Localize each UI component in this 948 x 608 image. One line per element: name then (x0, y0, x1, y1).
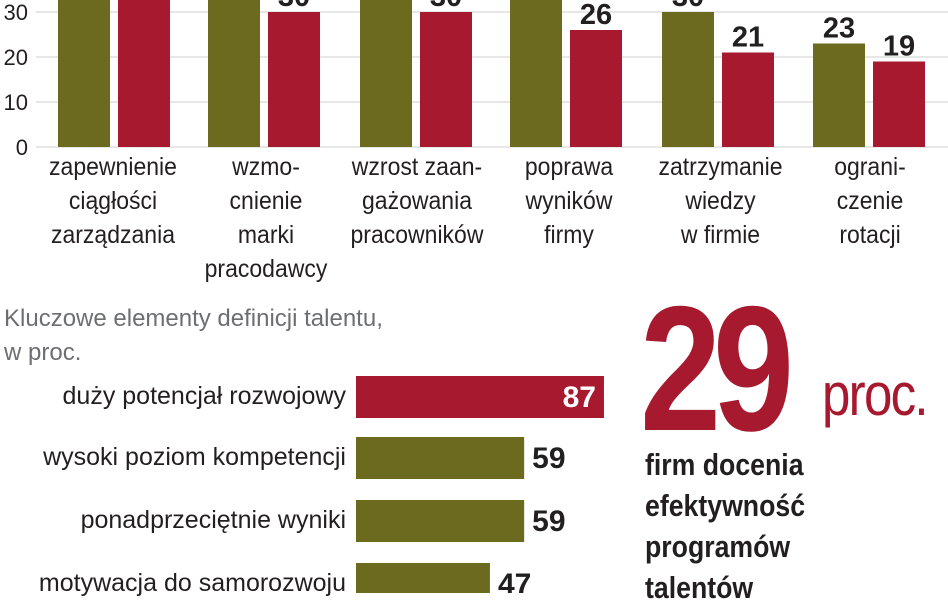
hbar-value-label: 87 (563, 381, 596, 414)
category-label: poprawa wyników firmy (524, 153, 614, 249)
category-label: zapewnienie ciągłości zarządzania (49, 153, 177, 249)
y-tick-label: 20 (4, 45, 28, 70)
bar-olive-5 (813, 43, 865, 147)
stat-caption: firm docenia efektywność programów talen… (645, 447, 806, 605)
bar-crimson-4 (722, 52, 774, 147)
bar-crimson-0 (118, 0, 170, 147)
hbar-category-label: ponadprzeciętnie wyniki (80, 506, 346, 534)
hbar-category-label: duży potencjał rozwojowy (62, 382, 346, 410)
hbar-3 (356, 563, 490, 593)
bar-olive-1 (208, 0, 260, 147)
category-label: wzmo- cnienie marki pracodawcy (204, 153, 328, 283)
stat-number: 29 (640, 269, 794, 468)
y-tick-label: 30 (4, 0, 28, 25)
category-label: wzrost zaan- gażowania pracowników (350, 153, 484, 249)
bar-olive-2 (360, 0, 412, 147)
y-tick-label: 10 (4, 90, 28, 115)
stat-unit: proc. (822, 361, 929, 428)
bar-olive-0 (58, 0, 110, 147)
bar-value-label: 23 (823, 13, 855, 45)
bar-crimson-1 (268, 12, 320, 147)
hbar-1 (356, 437, 525, 479)
bar-value-label: 30 (430, 0, 462, 13)
hbar-value-label: 59 (532, 505, 565, 538)
bar-value-label: 30 (672, 0, 704, 13)
bar-olive-4 (662, 12, 714, 147)
bar-value-label: 30 (278, 0, 310, 13)
bar-crimson-2 (420, 12, 472, 147)
bar-value-label: 26 (580, 0, 612, 31)
hbar-category-label: motywacja do samorozwoju (38, 569, 346, 597)
bar-value-label: 19 (883, 31, 915, 63)
bar-crimson-5 (873, 61, 925, 147)
bar-olive-3 (510, 0, 562, 147)
bar-value-label: 21 (732, 22, 764, 54)
bottom-chart-title: Kluczowe elementy definicji talentu, w p… (4, 305, 383, 366)
bar-crimson-3 (570, 30, 622, 147)
hbar-2 (356, 500, 525, 542)
y-tick-label: 0 (16, 135, 28, 155)
category-label: ograni- czenie rotacji (834, 153, 906, 249)
hbar-value-label: 47 (498, 568, 531, 593)
top-bar-chart: 0 10 20 30 30 23 30 30 26 21 19 (4, 0, 948, 155)
hbar-0 (356, 376, 604, 418)
bottom-bar-chart: 87 59 59 47 (356, 376, 604, 593)
hbar-category-label: wysoki poziom kompetencji (43, 443, 346, 471)
category-label: zatrzymanie wiedzy w firmie (658, 153, 782, 249)
hbar-value-label: 59 (532, 442, 565, 475)
